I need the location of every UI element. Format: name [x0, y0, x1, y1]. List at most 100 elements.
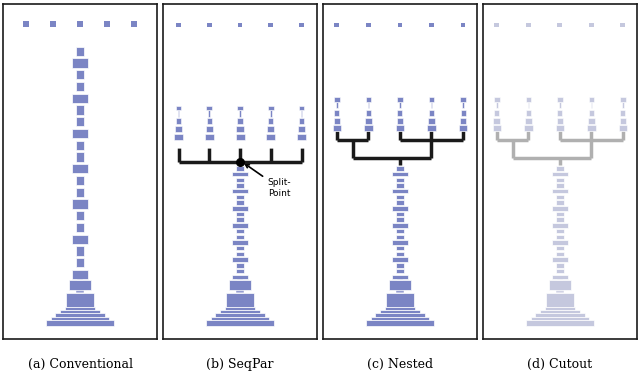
- Bar: [206, 320, 274, 326]
- Bar: [396, 290, 404, 292]
- Bar: [556, 269, 564, 273]
- Bar: [220, 310, 260, 313]
- Bar: [556, 212, 564, 216]
- Bar: [556, 263, 564, 267]
- Bar: [335, 23, 339, 27]
- Bar: [229, 280, 251, 290]
- Bar: [556, 178, 564, 182]
- Bar: [396, 229, 404, 233]
- Bar: [392, 189, 408, 193]
- Bar: [206, 106, 212, 111]
- Bar: [176, 118, 181, 124]
- Bar: [552, 257, 568, 262]
- Bar: [556, 195, 564, 199]
- Bar: [552, 275, 568, 279]
- Bar: [72, 234, 88, 244]
- Bar: [268, 118, 273, 124]
- Bar: [299, 106, 305, 111]
- Text: (c) Nested: (c) Nested: [367, 358, 433, 371]
- Bar: [236, 229, 244, 233]
- Bar: [389, 280, 411, 290]
- Bar: [385, 306, 415, 310]
- Bar: [493, 125, 501, 131]
- Bar: [496, 102, 498, 108]
- Bar: [236, 246, 244, 250]
- Bar: [239, 111, 241, 116]
- Bar: [392, 275, 408, 279]
- Text: Split-
Point: Split- Point: [245, 164, 291, 198]
- Bar: [392, 172, 408, 176]
- Bar: [392, 257, 408, 262]
- Bar: [232, 223, 248, 228]
- Bar: [531, 316, 589, 320]
- Bar: [392, 223, 408, 228]
- Bar: [396, 292, 404, 293]
- Bar: [460, 97, 466, 102]
- Bar: [619, 125, 627, 131]
- Bar: [237, 106, 243, 111]
- Bar: [236, 290, 244, 292]
- Bar: [429, 97, 435, 102]
- Bar: [380, 310, 420, 313]
- Bar: [333, 118, 340, 124]
- Bar: [51, 316, 109, 320]
- Bar: [207, 23, 212, 27]
- Bar: [178, 111, 179, 116]
- Bar: [232, 189, 248, 193]
- Bar: [364, 125, 372, 131]
- Bar: [299, 23, 304, 27]
- Bar: [549, 280, 571, 290]
- Bar: [205, 126, 213, 132]
- Bar: [76, 82, 84, 91]
- Bar: [556, 125, 564, 131]
- Bar: [76, 258, 84, 267]
- Bar: [524, 125, 532, 131]
- Bar: [236, 292, 244, 293]
- Bar: [462, 102, 464, 108]
- Bar: [334, 97, 340, 102]
- Bar: [298, 126, 305, 132]
- Bar: [365, 118, 372, 124]
- Bar: [51, 21, 56, 27]
- Text: (a) Conventional: (a) Conventional: [28, 358, 132, 371]
- Bar: [397, 97, 403, 102]
- Bar: [589, 23, 594, 27]
- Bar: [365, 97, 371, 102]
- Bar: [226, 293, 254, 306]
- Bar: [371, 316, 429, 320]
- Bar: [392, 240, 408, 245]
- Bar: [396, 269, 404, 273]
- Bar: [24, 21, 29, 27]
- Bar: [236, 212, 244, 216]
- Bar: [267, 126, 275, 132]
- Bar: [76, 176, 84, 185]
- Bar: [211, 316, 269, 320]
- Bar: [397, 110, 403, 116]
- Bar: [552, 206, 568, 210]
- Bar: [556, 183, 564, 188]
- Bar: [131, 21, 137, 27]
- Bar: [104, 21, 110, 27]
- Bar: [301, 111, 302, 116]
- Bar: [557, 97, 563, 102]
- Bar: [526, 23, 531, 27]
- Bar: [527, 102, 529, 108]
- Bar: [175, 126, 182, 132]
- Bar: [556, 292, 564, 293]
- Bar: [552, 189, 568, 193]
- Bar: [77, 279, 83, 280]
- Bar: [72, 58, 88, 68]
- Bar: [620, 118, 627, 124]
- Bar: [396, 212, 404, 216]
- Bar: [236, 234, 244, 239]
- Bar: [268, 106, 274, 111]
- Text: (d) Cutout: (d) Cutout: [527, 358, 593, 371]
- Bar: [459, 125, 467, 131]
- Bar: [494, 23, 499, 27]
- Bar: [392, 206, 408, 210]
- Bar: [397, 23, 403, 27]
- Bar: [56, 313, 105, 316]
- Bar: [232, 206, 248, 210]
- Bar: [396, 246, 404, 250]
- Bar: [556, 166, 564, 171]
